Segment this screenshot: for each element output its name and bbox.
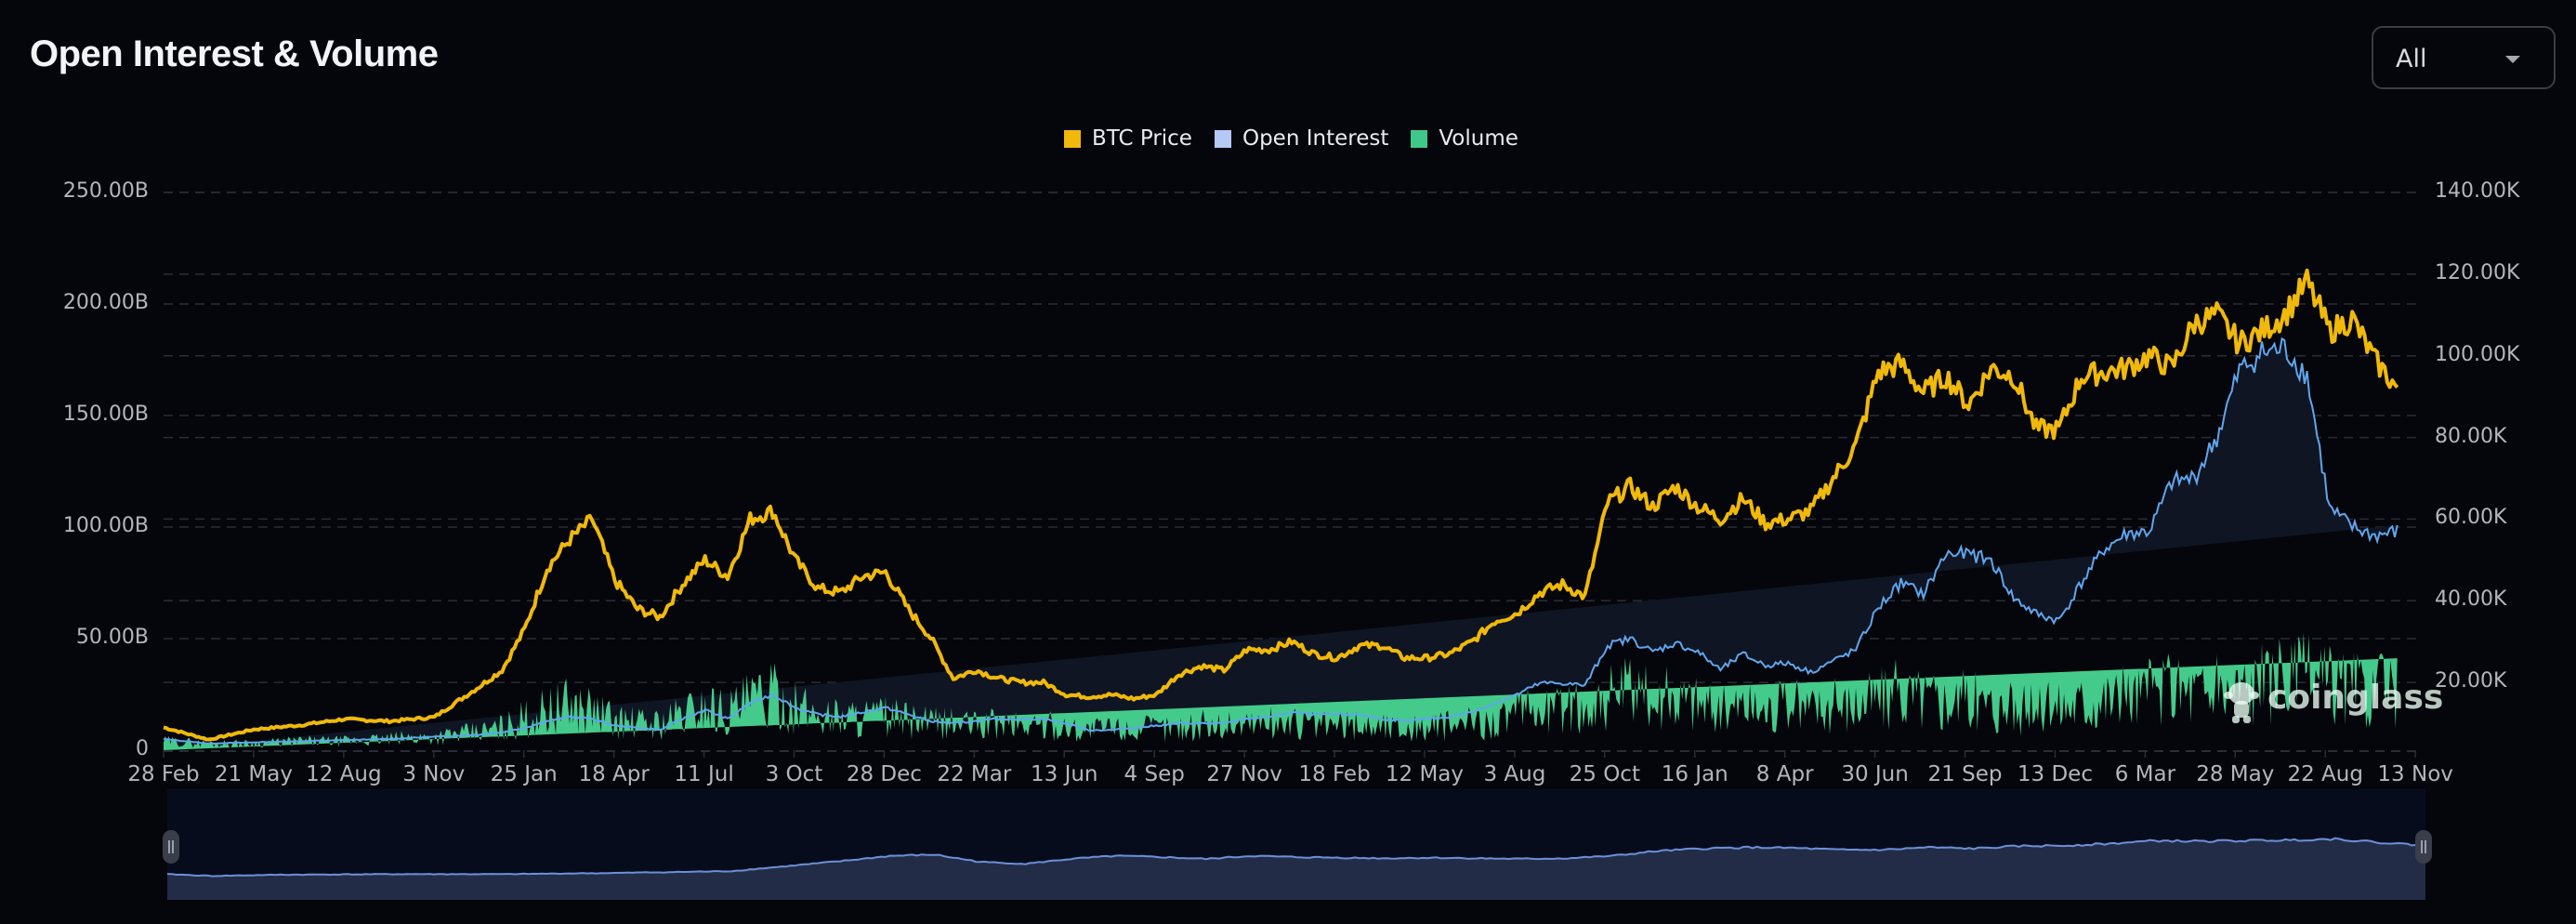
navigator-right-handle[interactable] [2415, 830, 2432, 864]
x-axis-tick-label: 8 Apr [1755, 762, 1814, 786]
btc-price-line [163, 268, 2399, 742]
legend-item-btc-price[interactable]: BTC Price [1064, 126, 1192, 151]
x-axis-tick-label: 11 Jul [674, 762, 734, 786]
x-axis-tick-label: 13 Nov [2377, 762, 2453, 786]
x-axis-tick-label: 22 Mar [937, 762, 1012, 786]
volume-area [164, 633, 2398, 750]
x-axis-tick-label: 30 Jun [1841, 762, 1909, 786]
left-axis-tick-label: 50.00B [75, 626, 149, 649]
right-axis-tick-label: 140.00K [2435, 179, 2520, 203]
right-axis-tick-label: 60.00K [2435, 506, 2507, 530]
page-title: Open Interest & Volume [30, 33, 439, 74]
x-axis-tick-label: 18 Apr [578, 762, 650, 786]
x-axis-tick-label: 12 May [1385, 762, 1465, 786]
x-axis-tick-label: 12 Aug [306, 762, 382, 786]
grid-lines [164, 191, 2420, 683]
x-axis-tick-label: 13 Dec [2017, 762, 2093, 786]
legend-label: Open Interest [1242, 126, 1389, 151]
x-axis-tick-label: 4 Sep [1124, 762, 1185, 786]
x-axis-tick-label: 27 Nov [1206, 762, 1282, 786]
caret-down-icon [2505, 56, 2520, 63]
left-axis-tick-label: 0 [136, 737, 149, 760]
legend-item-open-interest[interactable]: Open Interest [1214, 126, 1389, 151]
x-axis-tick-label: 21 May [214, 762, 293, 786]
right-axis-tick-label: 100.00K [2435, 342, 2520, 366]
coinglass-logo-icon [2224, 682, 2259, 723]
x-axis-tick-label: 3 Oct [765, 762, 823, 786]
x-axis-tick-label: 3 Nov [402, 762, 466, 786]
coinglass-watermark: coinglass [2267, 679, 2444, 717]
left-axis-tick-label: 200.00B [62, 291, 149, 314]
right-axis-tick-label: 80.00K [2435, 424, 2507, 448]
x-axis-tick-label: 28 Feb [127, 762, 200, 786]
chart-legend: BTC Price Open Interest Volume [1064, 126, 1541, 151]
x-axis-tick-label: 28 May [2196, 762, 2275, 786]
legend-item-volume[interactable]: Volume [1411, 126, 1518, 151]
navigator-line [166, 837, 2426, 878]
x-axis-tick-label: 25 Jan [490, 762, 558, 786]
x-axis-tick-label: 16 Jan [1661, 762, 1728, 786]
left-axis-tick-label: 250.00B [62, 179, 149, 203]
right-axis-tick-label: 120.00K [2435, 260, 2520, 284]
x-axis-tick-label: 28 Dec [846, 762, 922, 786]
navigator-area [167, 838, 2425, 900]
x-axis-tick-label: 25 Oct [1569, 762, 1640, 786]
left-axis-tick-label: 150.00B [62, 403, 149, 426]
x-axis-tick-label: 18 Feb [1298, 762, 1371, 786]
legend-label: BTC Price [1092, 126, 1192, 151]
x-axis-ticks [163, 750, 2416, 758]
x-axis-tick-label: 6 Mar [2114, 762, 2176, 786]
time-range-select[interactable]: All [2372, 26, 2556, 89]
legend-label: Volume [1439, 126, 1518, 151]
open-interest-swatch-icon [1214, 129, 1231, 148]
volume-swatch-icon [1411, 129, 1428, 148]
left-axis-tick-label: 100.00B [62, 514, 149, 537]
btc-price-swatch-icon [1064, 129, 1081, 148]
right-axis-tick-label: 20.00K [2435, 669, 2507, 693]
open-interest-area [164, 338, 2398, 750]
x-axis-tick-label: 3 Aug [1483, 762, 1546, 786]
x-axis-tick-label: 13 Jun [1030, 762, 1098, 786]
navigator-left-handle[interactable] [163, 830, 179, 864]
x-axis-tick-label: 22 Aug [2287, 762, 2363, 786]
right-axis-tick-label: 40.00K [2435, 587, 2507, 612]
volume-bars [164, 633, 2398, 750]
time-range-value: All [2396, 45, 2427, 73]
x-axis-tick-label: 21 Sep [1927, 762, 2003, 786]
open-interest-line [163, 337, 2399, 745]
